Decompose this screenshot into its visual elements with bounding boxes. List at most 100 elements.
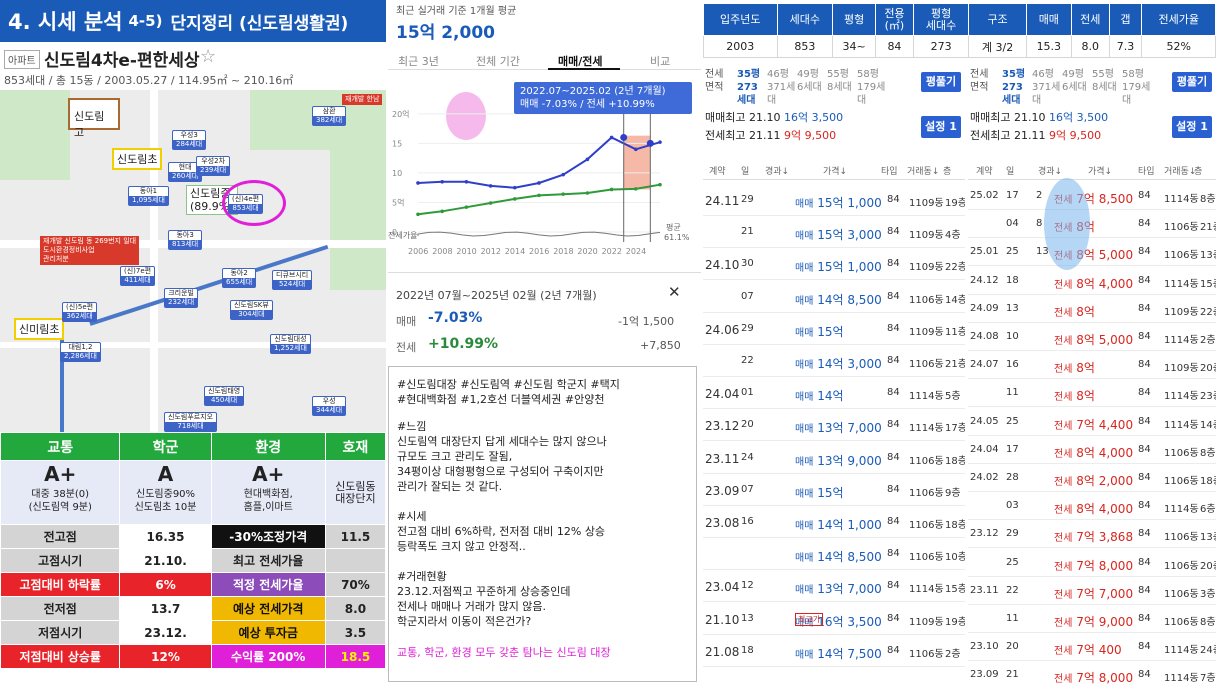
- transaction-row[interactable]: 24.05 25 전세 7억 4,400 84 1114동14층: [968, 408, 1216, 436]
- tab-recent-3y[interactable]: 최근 3년: [398, 55, 439, 68]
- column-header[interactable]: 타입: [881, 167, 898, 177]
- column-header[interactable]: 계약: [709, 167, 726, 177]
- transaction-row[interactable]: 21 매매 15억 3,000 84 1109동 4층: [703, 216, 965, 249]
- apartment-marker[interactable]: 우성 344세대: [312, 396, 347, 416]
- transaction-row[interactable]: 23.09 07 매매 15억 84 1106동 9층: [703, 474, 965, 506]
- transaction-row[interactable]: 23.12 29 전세 7억 3,868 84 1106동13층: [968, 520, 1216, 549]
- transaction-row[interactable]: 048전세 8억841106동21층: [968, 210, 1216, 239]
- summary-value: 7.3: [1108, 35, 1143, 58]
- deal-price: 8억 5,000: [1076, 248, 1134, 263]
- column-header[interactable]: 가격↓: [823, 167, 848, 177]
- settings-button[interactable]: 설정 1: [1172, 116, 1212, 138]
- size-option[interactable]: 35평 273세대: [737, 68, 767, 107]
- transaction-row[interactable]: 24.08 10 전세 8억 5,000 84 1114동 2층: [968, 323, 1216, 351]
- column-header[interactable]: 일: [741, 167, 750, 177]
- apartment-marker[interactable]: 디큐브시티 524세대: [272, 270, 313, 290]
- column-header[interactable]: 경과↓: [765, 167, 790, 177]
- transaction-row[interactable]: 24.07 16 전세 8억 84 1109동20층: [968, 351, 1216, 380]
- size-pyeong: 55평: [827, 69, 849, 80]
- apartment-marker[interactable]: (신)7e편 411세대: [120, 266, 156, 286]
- column-header[interactable]: 경과↓: [1038, 167, 1063, 177]
- price-line-chart[interactable]: 20억 15 10 5억 0 2006 2008 2010 2012 2014 2016 2018 20…: [388, 76, 701, 266]
- transaction-row[interactable]: 21.10 13 매매 16억 3,500 84 1109동 19층 최고가: [703, 603, 965, 635]
- transaction-row[interactable]: 03 전세 8억 4,000 84 1114동 6층: [968, 492, 1216, 521]
- column-header[interactable]: 계약: [976, 167, 993, 177]
- column-header[interactable]: 일: [1006, 167, 1015, 177]
- apartment-marker[interactable]: 신도림대성 1,252세대: [270, 334, 311, 354]
- size-option[interactable]: 49평 6세대: [797, 68, 827, 107]
- size-option[interactable]: 46평 371세대: [767, 68, 797, 107]
- data-point: [585, 157, 590, 162]
- metric-label: 예상 전세가격: [210, 596, 326, 621]
- data-point: [609, 135, 614, 140]
- size-option[interactable]: 46평 371세대: [1032, 68, 1062, 107]
- apartment-marker[interactable]: 신도림SK뷰 304세대: [230, 300, 273, 320]
- transaction-row[interactable]: 23.11 24 매매 13억 9,000 84 1106동 18층: [703, 442, 965, 474]
- apartment-marker[interactable]: 대림1,2 2,286세대: [60, 342, 101, 362]
- transaction-row[interactable]: 22 매매 14억 3,000 84 1106동 21층: [703, 345, 965, 377]
- grade-text: 대중 38분(0) (신도림역 9분): [28, 489, 92, 513]
- size-option[interactable]: 58평 179세대: [857, 68, 887, 107]
- apartment-marker[interactable]: 삼환 382세대: [312, 106, 347, 126]
- unfold-button[interactable]: 평풀기: [921, 72, 961, 92]
- transaction-row[interactable]: 24.10 30 매매 15억 1,000 84 1109동 22층: [703, 248, 965, 281]
- transaction-row[interactable]: 매매 14억 8,500 84 1106동 10층: [703, 538, 965, 571]
- transaction-row[interactable]: 23.08 16 매매 14억 1,000 84 1106동 18층: [703, 506, 965, 538]
- transaction-row[interactable]: 11 전세 8억 84 1114동23층: [968, 379, 1216, 408]
- size-option[interactable]: 35평 273세대: [1002, 68, 1032, 107]
- settings-button[interactable]: 설정 1: [921, 116, 961, 138]
- size-option[interactable]: 55평 8세대: [1092, 68, 1122, 107]
- favorite-star-icon[interactable]: ☆: [200, 46, 217, 67]
- apartment-marker[interactable]: 동아1 1,095세대: [128, 186, 169, 206]
- apartment-marker[interactable]: (신)4e편 853세대: [228, 194, 264, 214]
- apartment-marker[interactable]: 동아2 655세대: [222, 268, 257, 288]
- transaction-row[interactable]: 24.06 29 매매 15억 84 1109동 11층: [703, 313, 965, 345]
- tab-compare[interactable]: 비교: [650, 55, 671, 68]
- column-header[interactable]: 층: [943, 167, 952, 177]
- apartment-marker[interactable]: 신도림푸르지오 718세대: [164, 412, 218, 432]
- column-header[interactable]: 거래동↓: [1164, 167, 1197, 177]
- transaction-row[interactable]: 24.11 29 매매 15억 1,000 84 1109동 19층: [703, 184, 965, 216]
- building: 1106동: [909, 359, 944, 370]
- transaction-row[interactable]: 23.11 22 전세 7억 7,000 84 1106동 3층: [968, 577, 1216, 605]
- transaction-row[interactable]: 24.04 17 전세 8억 4,000 84 1106동 8층: [968, 436, 1216, 464]
- column-header[interactable]: 거래동↓: [907, 167, 940, 177]
- transaction-row[interactable]: 23.12 20 매매 13억 7,000 84 1114동 17층: [703, 409, 965, 442]
- size-option[interactable]: 55평 8세대: [827, 68, 857, 107]
- apartment-marker[interactable]: 우성3 284세대: [172, 130, 207, 150]
- area-map[interactable]: 신도림고 신도림초 신도림중 (89.9%) 신미림초 재개발 신도림 동 26…: [0, 90, 386, 432]
- apartment-marker[interactable]: 동아3 813세대: [168, 230, 203, 250]
- deal-price: 13억 9,000: [817, 453, 882, 468]
- transaction-row[interactable]: 07 매매 14억 8,500 84 1106동 14층: [703, 281, 965, 313]
- transaction-row[interactable]: 23.09 21 전세 7억 8,000 84 1114동 7층: [968, 661, 1216, 684]
- column-header[interactable]: 타입: [1138, 167, 1155, 177]
- transaction-row[interactable]: 25 전세 7억 8,000 84 1106동20층: [968, 549, 1216, 577]
- analysis-notes: #신도림대장 #신도림역 #신도림 학군지 #택지 #현대백화점 #1,2호선 …: [388, 366, 697, 682]
- transaction-row[interactable]: 23.04 12 매매 13억 7,000 84 1114동 15층: [703, 570, 965, 603]
- tab-all-period[interactable]: 전체 기간: [476, 55, 520, 68]
- size-option[interactable]: 49평 6세대: [1062, 68, 1092, 107]
- unit-type: 84: [1138, 274, 1151, 286]
- unfold-button[interactable]: 평풀기: [1172, 72, 1212, 92]
- apartment-marker[interactable]: 신도림태영 450세대: [204, 386, 245, 406]
- transaction-row[interactable]: 23.10 20 전세 7억 400 84 1114동24층: [968, 633, 1216, 662]
- transaction-row[interactable]: 24.04 01 매매 14억 84 1114동 5층: [703, 377, 965, 410]
- close-icon[interactable]: ✕: [668, 283, 681, 301]
- apartment-marker[interactable]: 크리운빌 232세대: [164, 288, 199, 308]
- apartment-marker[interactable]: 우성2차 239세대: [196, 156, 231, 176]
- column-header[interactable]: 가격↓: [1088, 167, 1113, 177]
- size-option[interactable]: 58평 179세대: [1122, 68, 1152, 107]
- transaction-row[interactable]: 21.08 18 매매 14억 7,500 84 1106동 2층: [703, 635, 965, 667]
- transaction-row[interactable]: 25.012513전세 8억 5,000841106동13층: [968, 238, 1216, 267]
- transaction-row[interactable]: 11 전세 7억 9,000 84 1106동 8층: [968, 605, 1216, 633]
- column-header[interactable]: 층: [1194, 167, 1203, 177]
- marker-count: 304세대: [231, 310, 272, 319]
- apartment-marker[interactable]: (신)5e편 362세대: [62, 302, 98, 322]
- contract-day: 30: [741, 258, 754, 270]
- contract-day: 22: [1006, 584, 1019, 596]
- tab-sale-rent[interactable]: 매매/전세: [558, 55, 603, 68]
